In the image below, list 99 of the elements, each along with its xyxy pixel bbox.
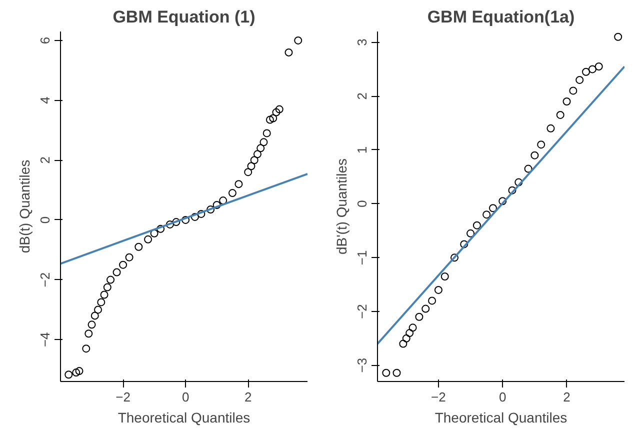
y-tick-label: −1 [354, 250, 370, 266]
point [460, 240, 468, 248]
point [576, 76, 584, 84]
point [588, 65, 596, 74]
point [415, 312, 424, 321]
point [182, 216, 190, 224]
point [399, 340, 408, 348]
x-axis-title: Theoretical Quantiles [434, 410, 568, 426]
point [537, 140, 546, 149]
point [119, 260, 128, 269]
point [269, 114, 278, 122]
y-tick-label: −4 [38, 332, 52, 348]
chart-title: GBM Equation(1a) [427, 8, 575, 26]
point [260, 138, 268, 146]
point [219, 196, 228, 205]
point [530, 151, 539, 160]
y-tick-label: 2 [354, 92, 370, 100]
point [524, 164, 532, 173]
point [428, 296, 436, 305]
point [472, 221, 481, 230]
point [72, 368, 80, 377]
point [466, 229, 475, 238]
point [422, 304, 430, 313]
x-tick-label: 0 [498, 390, 506, 404]
point [408, 324, 417, 332]
chart-title: GBM Equation (1) [112, 8, 256, 26]
point [84, 330, 93, 338]
point [212, 201, 221, 209]
point [94, 306, 102, 314]
point [594, 62, 603, 70]
point [253, 150, 262, 158]
point [294, 36, 302, 44]
y-tick-label: −3 [354, 358, 370, 373]
x-tick-label: −2 [431, 390, 446, 404]
point [514, 178, 523, 186]
point [228, 189, 236, 198]
point [197, 210, 206, 218]
point [546, 124, 555, 132]
x-axis-title: Theoretical Quantiles [118, 410, 250, 426]
point [392, 368, 401, 377]
y-tick-label: −2 [354, 304, 370, 319]
point [112, 268, 121, 276]
y-axis-title: dB(t) Quantiles [16, 160, 32, 254]
y-tick-label: 4 [38, 96, 52, 104]
point [272, 108, 280, 116]
point [569, 86, 578, 95]
point [64, 370, 73, 379]
point [100, 290, 108, 299]
point [614, 32, 622, 41]
x-tick-label: 2 [563, 390, 570, 404]
point [256, 144, 265, 152]
point [247, 162, 256, 170]
point [82, 344, 90, 353]
point [88, 320, 96, 329]
point [482, 210, 491, 219]
point [262, 129, 271, 138]
point [434, 286, 442, 294]
point [166, 220, 174, 228]
x-tick-label: 2 [244, 390, 252, 404]
y-tick-label: 0 [354, 200, 370, 208]
point [244, 168, 252, 176]
point [250, 156, 258, 164]
point [144, 235, 152, 244]
y-tick-label: 0 [38, 216, 52, 224]
point [190, 212, 199, 221]
point [206, 206, 215, 214]
point [440, 272, 449, 280]
point [382, 368, 390, 377]
point [134, 242, 143, 251]
point [508, 186, 516, 194]
point [103, 283, 112, 292]
point [75, 367, 84, 376]
point [150, 229, 158, 238]
point [498, 197, 507, 206]
point [450, 254, 458, 262]
point [156, 224, 165, 233]
point [488, 204, 497, 212]
point [275, 105, 284, 114]
point [97, 298, 106, 306]
y-axis-title: dB'(t) Quantiles [334, 158, 350, 255]
point [125, 253, 134, 262]
y-tick-label: 6 [38, 36, 52, 44]
point [402, 334, 410, 342]
x-tick-label: 0 [182, 390, 190, 404]
y-tick-label: −2 [38, 272, 52, 288]
y-tick-label: 2 [38, 156, 52, 164]
point [266, 116, 274, 124]
point [172, 218, 180, 226]
point [406, 329, 414, 338]
y-tick-label: 1 [354, 146, 370, 154]
point [106, 276, 115, 284]
point [562, 98, 571, 106]
point [284, 48, 293, 56]
point [556, 110, 564, 119]
point [90, 312, 99, 320]
x-tick-label: −2 [116, 390, 130, 404]
point [582, 68, 590, 76]
point [234, 180, 243, 188]
y-tick-label: 3 [354, 38, 370, 46]
